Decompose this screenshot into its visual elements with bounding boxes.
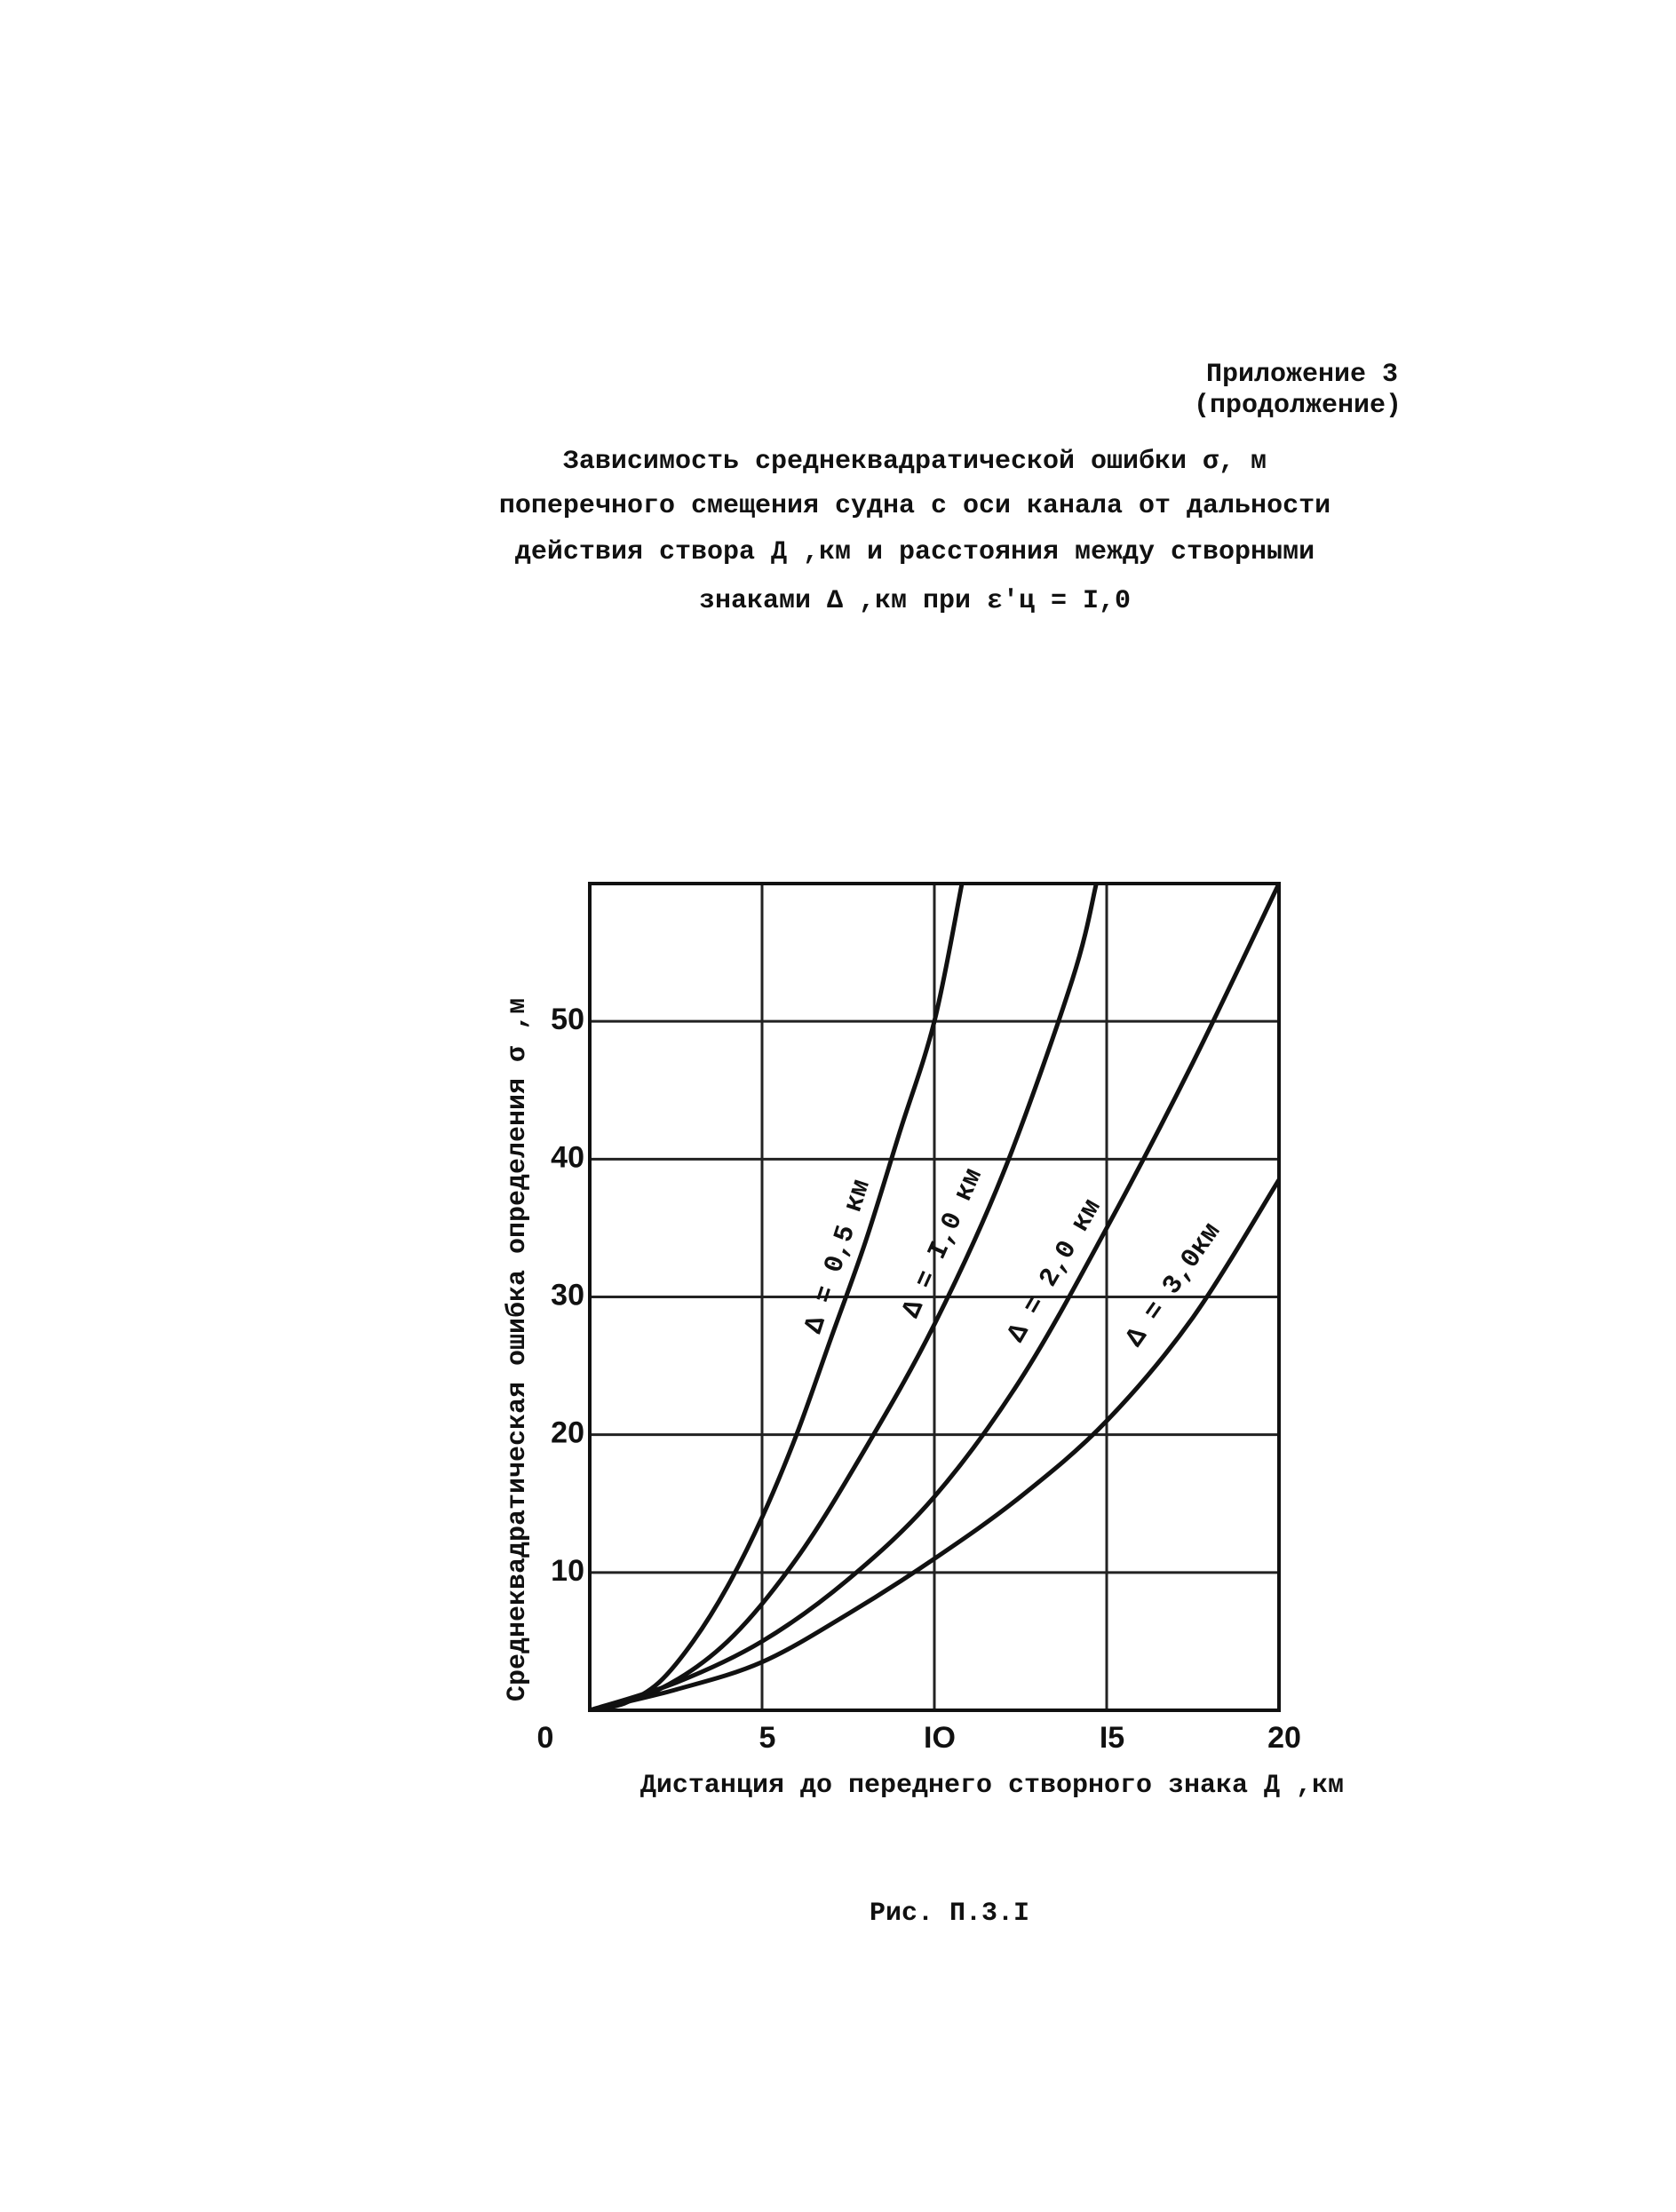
title-line: знаками Δ ,км при ε'ц = I,0 (699, 586, 1131, 616)
appendix-note: (продолжение) (1194, 391, 1402, 421)
x-tick-label: I5 (1100, 1721, 1124, 1755)
title-line: Зависимость среднеквадратической ошибки … (563, 447, 1267, 477)
y-tick-label: 10 (551, 1554, 584, 1588)
title-line: поперечного смещения судна с оси канала … (499, 491, 1330, 521)
y-tick-label: 30 (551, 1278, 584, 1312)
curve (590, 1178, 1279, 1710)
curve (590, 884, 1099, 1710)
appendix: Приложение 3 (1206, 360, 1398, 390)
x-tick-label: 20 (1267, 1721, 1301, 1755)
caption: Рис. П.3.I (870, 1899, 1029, 1929)
y-tick-label: 20 (551, 1416, 584, 1450)
x-tick-label: 0 (537, 1721, 554, 1755)
plot-frame (588, 882, 1281, 1712)
x-tick-label: IO (924, 1721, 956, 1755)
title-line: действия створа Д ,км и расстояния между… (515, 537, 1315, 567)
y-tick-label: 50 (551, 1003, 584, 1036)
y-axis-label: Среднеквадратическая ошибка определения … (503, 998, 533, 1701)
x-axis-label: Дистанция до переднего створного знака Д… (640, 1771, 1344, 1801)
curve (590, 884, 1279, 1710)
curve (590, 884, 965, 1710)
y-tick-label: 40 (551, 1140, 584, 1174)
x-tick-label: 5 (759, 1721, 776, 1755)
